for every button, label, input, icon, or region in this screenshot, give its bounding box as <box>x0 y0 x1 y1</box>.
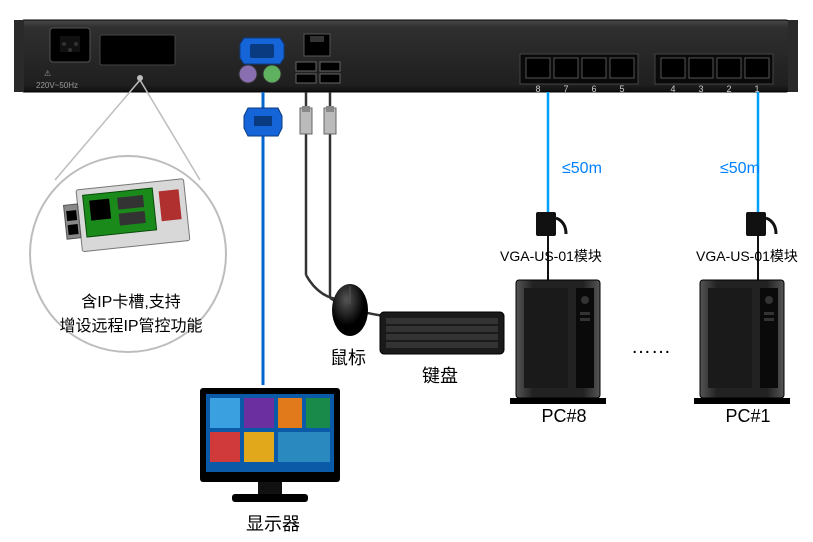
monitor-label: 显示器 <box>238 510 308 536</box>
svg-text:7: 7 <box>563 84 568 94</box>
module-label-right: VGA-US-01模块 <box>696 246 798 266</box>
pc-right-label: PC#1 <box>718 406 778 427</box>
svg-text:5: 5 <box>619 84 624 94</box>
pc-tower-left <box>510 280 606 404</box>
usb-cable-keyboard <box>324 92 420 318</box>
usb-cable-mouse <box>300 92 345 300</box>
mouse-label: 鼠标 <box>318 344 378 370</box>
svg-text:⚠: ⚠ <box>44 69 51 78</box>
ellipsis-label: …… <box>626 336 676 359</box>
pc-left-label: PC#8 <box>534 406 594 427</box>
vga-port <box>240 38 284 64</box>
svg-text:8: 8 <box>535 84 540 94</box>
svg-text:4: 4 <box>670 84 675 94</box>
callout-text-2: 增设远程IP管控功能 <box>46 312 216 336</box>
ps2-green-port <box>263 65 281 83</box>
vga-cable <box>244 92 282 385</box>
distance-label-left: ≤50m <box>562 160 602 178</box>
diagram-canvas: ⚠ 220V~50Hz <box>0 0 813 542</box>
mouse-icon <box>332 284 368 336</box>
distance-label-right: ≤50m <box>720 160 760 178</box>
power-spec-label: 220V~50Hz <box>36 81 78 90</box>
keyboard-label: 键盘 <box>410 362 470 388</box>
svg-text:2: 2 <box>726 84 731 94</box>
module-label-left: VGA-US-01模块 <box>500 246 602 266</box>
ps2-purple-port <box>239 65 257 83</box>
svg-text:6: 6 <box>591 84 596 94</box>
monitor-icon <box>200 388 340 502</box>
svg-text:3: 3 <box>698 84 703 94</box>
pc-tower-right <box>694 280 790 404</box>
keyboard-icon <box>380 312 504 354</box>
callout-text-1: 含IP卡槽,支持 <box>56 288 206 312</box>
kvm-switch: ⚠ 220V~50Hz <box>14 20 798 94</box>
